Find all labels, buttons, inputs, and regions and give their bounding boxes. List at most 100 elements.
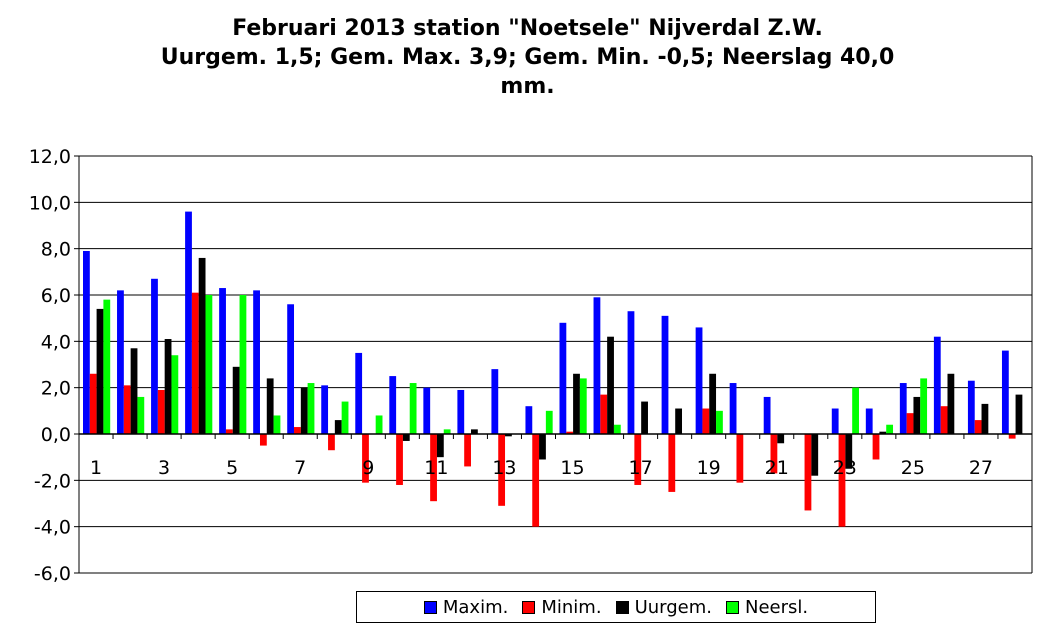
bar-minim xyxy=(123,385,131,434)
bar-uurgem xyxy=(505,434,512,437)
bar-minim xyxy=(89,373,97,434)
legend-label-uurgem: Uurgem. xyxy=(634,596,712,618)
bar-maxim xyxy=(627,311,635,434)
x-tick-label: 3 xyxy=(158,457,170,479)
y-tick-label: 2,0 xyxy=(41,378,71,400)
bar-uurgem xyxy=(198,257,206,434)
bar-minim xyxy=(838,434,846,527)
bar-neersl xyxy=(137,396,145,434)
bar-neersl xyxy=(545,410,553,434)
legend-label-minim: Minim. xyxy=(541,596,602,618)
bar-neersl xyxy=(341,401,349,434)
legend-label-neersl: Neersl. xyxy=(745,596,809,618)
bar-minim xyxy=(736,434,744,483)
bar-maxim xyxy=(865,408,873,434)
x-tick-label: 11 xyxy=(424,457,448,479)
legend-swatch-maxim xyxy=(423,600,437,614)
bar-neersl xyxy=(716,410,723,434)
bar-uurgem xyxy=(573,373,580,434)
bar-minim xyxy=(532,434,540,527)
bar-neersl xyxy=(103,299,111,434)
legend-item-neersl: Neersl. xyxy=(726,597,808,618)
bar-neersl xyxy=(375,415,383,434)
bar-neersl xyxy=(613,424,621,434)
bar-minim xyxy=(294,427,301,434)
chart-title-line-2: Uurgem. 1,5; Gem. Max. 3,9; Gem. Min. -0… xyxy=(160,45,895,70)
bar-uurgem xyxy=(811,434,819,476)
bar-minim xyxy=(191,292,199,434)
axes xyxy=(78,156,1033,573)
bar-uurgem xyxy=(436,434,444,458)
bar-minim xyxy=(600,394,608,434)
bar-maxim xyxy=(559,322,567,434)
bar-uurgem xyxy=(470,429,478,434)
x-tick-label: 21 xyxy=(765,457,789,479)
legend-swatch-neersl xyxy=(726,600,739,614)
bar-minim xyxy=(804,434,812,511)
bar-minim xyxy=(328,434,335,451)
y-tick-label: 0,0 xyxy=(41,424,71,446)
bar-minim xyxy=(770,434,778,474)
bar-uurgem xyxy=(164,339,172,434)
bar-maxim xyxy=(117,290,124,434)
y-tick-label: -6,0 xyxy=(34,563,71,585)
bar-neersl xyxy=(852,387,859,434)
bar-maxim xyxy=(729,383,737,434)
y-tick-label: 10,0 xyxy=(29,192,71,214)
bar-uurgem xyxy=(845,434,853,469)
gridlines xyxy=(74,155,1032,574)
bar-uurgem xyxy=(130,348,138,434)
bar-neersl xyxy=(171,355,179,434)
x-tick-label: 1 xyxy=(90,457,102,479)
bar-uurgem xyxy=(607,336,614,434)
bar-uurgem xyxy=(777,434,785,444)
chart-title-line-3: mm. xyxy=(500,74,555,99)
x-tick-label: 15 xyxy=(560,457,584,479)
y-tick-label: -4,0 xyxy=(34,517,71,539)
bar-uurgem xyxy=(947,373,955,434)
bar-uurgem xyxy=(300,387,308,434)
bar-maxim xyxy=(83,250,90,434)
bar-neersl xyxy=(920,378,928,434)
bar-neersl xyxy=(205,295,213,434)
legend: Maxim. Minim. Uurgem. Neersl. xyxy=(356,591,876,623)
bar-uurgem xyxy=(1015,394,1023,434)
bar-minim xyxy=(362,434,369,483)
bar-maxim xyxy=(831,408,839,434)
bar-maxim xyxy=(253,290,260,434)
bar-uurgem xyxy=(709,373,717,434)
bar-minim xyxy=(1008,434,1016,439)
bar-uurgem xyxy=(539,434,546,460)
y-tick-label: 6,0 xyxy=(41,285,71,307)
legend-swatch-minim xyxy=(522,600,536,614)
bar-maxim xyxy=(763,396,771,434)
bar-neersl xyxy=(579,378,587,434)
bar-maxim xyxy=(355,352,363,434)
bar-neersl xyxy=(307,383,315,434)
bar-minim xyxy=(872,434,880,460)
y-tick-label: 8,0 xyxy=(41,239,71,261)
bar-maxim xyxy=(491,369,499,434)
bar-uurgem xyxy=(232,366,240,434)
bar-minim xyxy=(498,434,506,506)
bar-maxim xyxy=(423,387,431,434)
bar-maxim xyxy=(1001,350,1009,434)
legend-label-maxim: Maxim. xyxy=(442,596,509,618)
bar-maxim xyxy=(593,297,601,434)
bar-neersl xyxy=(443,429,451,434)
x-tick-label: 7 xyxy=(294,457,306,479)
x-tick-label: 17 xyxy=(628,457,652,479)
y-tick-label: 12,0 xyxy=(29,146,71,168)
x-tick-labels: 1 3 5 7 9 11 13 15 17 19 21 23 25 27 xyxy=(90,457,993,479)
bar-minim xyxy=(634,434,642,485)
bar-minim xyxy=(974,420,982,434)
bar-neersl xyxy=(273,415,281,434)
bar-maxim xyxy=(219,288,226,434)
y-tick-label: 4,0 xyxy=(41,331,71,353)
y-tick-label: -2,0 xyxy=(34,470,71,492)
bar-minim xyxy=(464,434,471,467)
bar-maxim xyxy=(185,211,192,434)
bars xyxy=(83,211,1023,527)
bar-minim xyxy=(396,434,403,485)
